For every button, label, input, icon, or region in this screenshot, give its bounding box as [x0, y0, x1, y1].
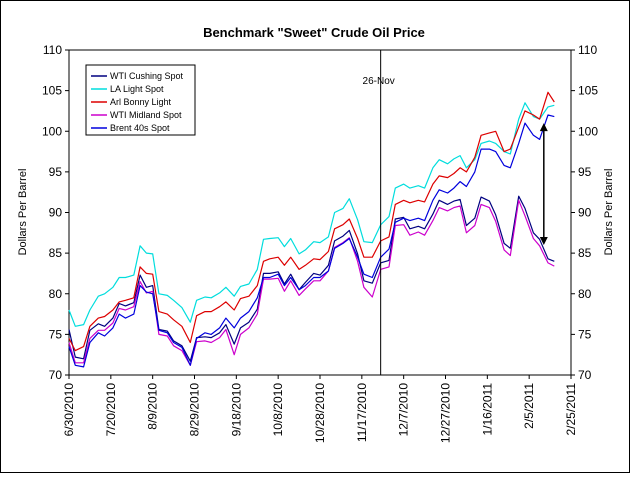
x-tick-label: 10/28/2010	[313, 383, 327, 443]
x-tick-label: 6/30/2010	[62, 383, 76, 437]
series-lines	[68, 91, 555, 368]
x-tick-label: 12/7/2010	[397, 383, 411, 437]
x-tick-label: 8/9/2010	[146, 383, 160, 430]
legend-label: WTI Midland Spot	[110, 110, 182, 120]
y-tick-label-left: 110	[43, 43, 62, 57]
y-axis-label-right: Dollars Per Barrel	[603, 169, 615, 256]
y-tick-label-right: 75	[578, 327, 592, 341]
annotations: 26-Nov	[363, 50, 548, 375]
x-axis: 6/30/2010 7/20/2010 8/9/2010 8/29/2010 9/18/…	[62, 375, 578, 443]
x-tick-label: 8/29/2010	[188, 383, 202, 437]
y-tick-label-right: 80	[578, 287, 592, 301]
y-tick-label-right: 100	[578, 124, 598, 138]
x-tick-label: 11/17/2010	[355, 383, 369, 442]
y-tick-label-left: 75	[49, 327, 63, 341]
y-tick-label-left: 70	[49, 368, 63, 382]
y-tick-label-right: 105	[578, 84, 598, 98]
y-tick-label-left: 85	[49, 246, 63, 260]
x-tick-label: 9/18/2010	[229, 383, 243, 437]
y-tick-label-left: 100	[42, 124, 62, 138]
y-tick-label-right: 70	[578, 368, 592, 382]
legend-label: Arl Bonny Light	[110, 97, 172, 107]
series-line-arl-bonny-light	[68, 91, 555, 352]
y-tick-label-right: 95	[578, 165, 592, 179]
y-tick-label-right: 110	[578, 43, 597, 57]
y-tick-label-left: 80	[49, 287, 63, 301]
series-line-wti-cushing-spot	[68, 195, 555, 362]
annotation-arrow-head-down	[539, 237, 548, 245]
x-tick-label: 2/5/2011	[522, 383, 536, 429]
y-axis-left: 70 75 80 85 90 95 100 105 110	[42, 43, 69, 382]
series-line-la-light-spot	[68, 102, 555, 327]
x-tick-label: 2/25/2011	[564, 383, 578, 436]
legend-label: LA Light Spot	[110, 84, 164, 94]
annotation-arrow-head-up	[539, 123, 548, 132]
y-tick-label-left: 105	[42, 84, 62, 98]
x-tick-label: 7/20/2010	[104, 383, 118, 437]
legend-label: WTI Cushing Spot	[110, 71, 184, 81]
y-tick-label-left: 90	[49, 206, 63, 220]
x-tick-label: 12/27/2010	[439, 383, 453, 443]
y-axis-label-left: Dollars Per Barrel	[17, 169, 29, 256]
legend: WTI Cushing Spot LA Light Spot Arl Bonny L…	[85, 64, 196, 136]
y-tick-label-right: 85	[578, 246, 592, 260]
annotation-label: 26-Nov	[363, 76, 395, 87]
x-tick-label: 1/16/2011	[480, 383, 494, 436]
legend-label: Brent 40s Spot	[110, 123, 170, 133]
y-tick-label-left: 95	[49, 165, 63, 179]
series-line-brent-40s-spot	[68, 114, 555, 368]
y-tick-label-right: 90	[578, 206, 592, 220]
y-axis-right: 70 75 80 85 90 95 100 105 110	[571, 43, 598, 382]
x-tick-label: 10/8/2010	[271, 383, 285, 437]
chart-title: Benchmark "Sweet" Crude Oil Price	[203, 25, 425, 40]
